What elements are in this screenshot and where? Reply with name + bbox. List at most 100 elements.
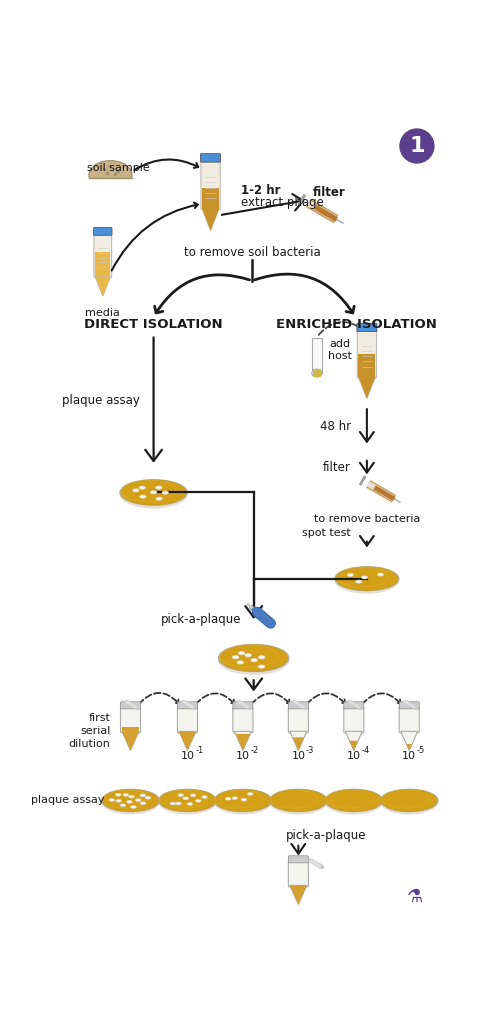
FancyBboxPatch shape <box>178 707 197 733</box>
Ellipse shape <box>156 497 162 501</box>
Text: extract phage: extract phage <box>242 196 324 209</box>
Ellipse shape <box>160 790 215 811</box>
FancyBboxPatch shape <box>121 707 141 733</box>
Ellipse shape <box>218 644 289 672</box>
FancyBboxPatch shape <box>288 860 308 887</box>
Text: -1: -1 <box>195 745 203 755</box>
Ellipse shape <box>335 567 399 594</box>
Text: spot test: spot test <box>302 527 351 538</box>
Ellipse shape <box>232 655 239 658</box>
Text: 48 hr: 48 hr <box>320 420 351 433</box>
Ellipse shape <box>232 797 238 800</box>
Ellipse shape <box>120 480 187 509</box>
Ellipse shape <box>170 802 176 805</box>
Ellipse shape <box>196 800 201 802</box>
Polygon shape <box>406 744 412 751</box>
Bar <box>358 354 375 377</box>
Bar <box>312 369 321 377</box>
FancyBboxPatch shape <box>93 227 112 236</box>
Bar <box>95 252 111 276</box>
Ellipse shape <box>140 495 146 499</box>
Text: pick-a-plaque: pick-a-plaque <box>286 828 367 842</box>
Polygon shape <box>95 276 111 296</box>
Text: plaque assay: plaque assay <box>62 393 140 407</box>
Text: filter: filter <box>313 185 346 199</box>
Ellipse shape <box>238 651 245 654</box>
Ellipse shape <box>218 645 289 675</box>
FancyBboxPatch shape <box>233 701 253 709</box>
Ellipse shape <box>336 567 398 590</box>
Text: -5: -5 <box>417 745 425 755</box>
Ellipse shape <box>133 488 139 492</box>
Polygon shape <box>293 737 304 751</box>
Ellipse shape <box>245 653 251 657</box>
Ellipse shape <box>155 486 162 489</box>
Ellipse shape <box>225 798 231 800</box>
Ellipse shape <box>190 794 196 797</box>
Ellipse shape <box>140 794 146 797</box>
Ellipse shape <box>325 790 383 814</box>
Polygon shape <box>401 731 418 751</box>
FancyBboxPatch shape <box>94 233 112 278</box>
Bar <box>84 179 137 199</box>
Bar <box>312 339 322 373</box>
Text: 1-2 hr: 1-2 hr <box>242 184 281 198</box>
Ellipse shape <box>356 580 362 583</box>
Text: to remove soil bacteria: to remove soil bacteria <box>184 246 320 259</box>
FancyBboxPatch shape <box>178 701 197 709</box>
Text: 10: 10 <box>181 751 194 761</box>
Ellipse shape <box>121 480 186 505</box>
Polygon shape <box>122 731 139 751</box>
Text: 10: 10 <box>347 751 361 761</box>
Polygon shape <box>95 276 111 296</box>
Text: 1: 1 <box>409 136 425 156</box>
Text: to remove bacteria: to remove bacteria <box>314 514 420 524</box>
Ellipse shape <box>145 797 151 799</box>
Ellipse shape <box>380 790 438 814</box>
Ellipse shape <box>214 790 272 814</box>
Bar <box>202 187 219 209</box>
Text: 10: 10 <box>402 751 416 761</box>
Text: DIRECT ISOLATION: DIRECT ISOLATION <box>84 318 223 331</box>
Text: -4: -4 <box>362 745 370 755</box>
Polygon shape <box>179 731 196 751</box>
Ellipse shape <box>102 790 159 812</box>
Text: -3: -3 <box>306 745 314 755</box>
Polygon shape <box>358 377 375 398</box>
FancyBboxPatch shape <box>399 707 419 733</box>
Polygon shape <box>179 731 196 751</box>
Ellipse shape <box>158 790 216 814</box>
FancyBboxPatch shape <box>288 701 308 709</box>
Text: -2: -2 <box>250 745 259 755</box>
Text: filter: filter <box>323 462 351 474</box>
Ellipse shape <box>158 790 216 812</box>
FancyBboxPatch shape <box>288 707 308 733</box>
FancyBboxPatch shape <box>357 330 376 378</box>
Text: pick-a-plaque: pick-a-plaque <box>161 613 242 626</box>
Polygon shape <box>202 209 219 230</box>
Ellipse shape <box>202 796 207 799</box>
Ellipse shape <box>187 803 193 805</box>
Ellipse shape <box>377 573 384 577</box>
Ellipse shape <box>131 806 136 808</box>
Ellipse shape <box>103 790 158 811</box>
Polygon shape <box>290 886 307 904</box>
FancyBboxPatch shape <box>201 160 220 210</box>
Ellipse shape <box>381 790 437 811</box>
Ellipse shape <box>126 801 132 803</box>
Polygon shape <box>236 734 250 751</box>
Ellipse shape <box>176 802 181 805</box>
Ellipse shape <box>258 665 265 669</box>
Polygon shape <box>290 731 307 751</box>
Ellipse shape <box>270 790 327 812</box>
Text: ENRICHED ISOLATION: ENRICHED ISOLATION <box>277 318 437 331</box>
FancyBboxPatch shape <box>288 856 308 863</box>
Ellipse shape <box>326 790 381 811</box>
Ellipse shape <box>123 794 128 797</box>
Ellipse shape <box>362 575 368 579</box>
Polygon shape <box>290 886 307 904</box>
FancyBboxPatch shape <box>201 154 220 162</box>
FancyBboxPatch shape <box>344 701 364 709</box>
Ellipse shape <box>129 796 134 798</box>
Ellipse shape <box>269 790 328 814</box>
